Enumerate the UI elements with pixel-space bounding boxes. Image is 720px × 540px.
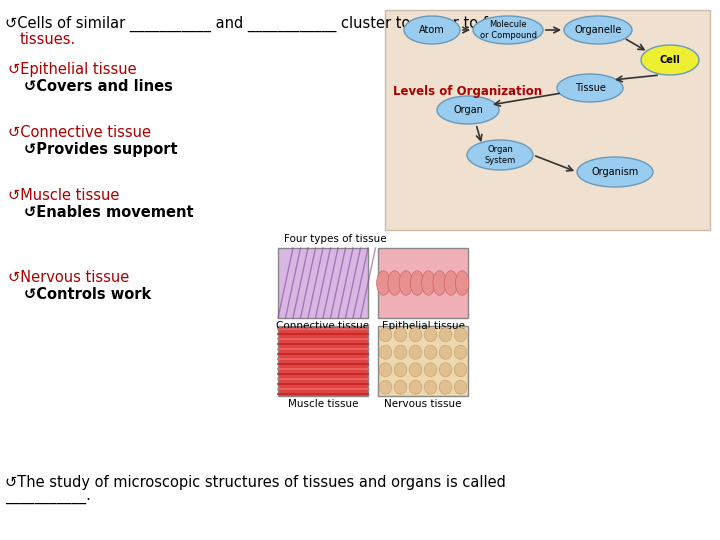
Text: ↺Provides support: ↺Provides support: [24, 142, 178, 157]
Ellipse shape: [557, 74, 623, 102]
Ellipse shape: [410, 271, 424, 295]
Ellipse shape: [433, 271, 446, 295]
Text: ↺The study of microscopic structures of tissues and organs is called: ↺The study of microscopic structures of …: [5, 475, 506, 490]
Ellipse shape: [439, 380, 452, 394]
Ellipse shape: [641, 45, 699, 75]
Text: Nervous tissue: Nervous tissue: [384, 399, 462, 409]
Text: ↺Cells of similar ___________ and ____________ cluster together to form: ↺Cells of similar ___________ and ______…: [5, 16, 517, 32]
Ellipse shape: [454, 328, 467, 342]
FancyBboxPatch shape: [278, 326, 368, 396]
Text: Organ: Organ: [453, 105, 483, 115]
Text: Tissue: Tissue: [575, 83, 606, 93]
Text: Epithelial tissue: Epithelial tissue: [382, 321, 464, 331]
Text: ↺Covers and lines: ↺Covers and lines: [24, 79, 173, 94]
Ellipse shape: [409, 345, 422, 359]
Text: ___________.: ___________.: [5, 490, 91, 505]
Ellipse shape: [439, 328, 452, 342]
Text: ↺Enables movement: ↺Enables movement: [24, 205, 194, 220]
FancyBboxPatch shape: [378, 326, 468, 396]
Ellipse shape: [395, 345, 407, 359]
FancyBboxPatch shape: [378, 248, 468, 318]
Ellipse shape: [424, 328, 437, 342]
Ellipse shape: [467, 140, 533, 170]
Ellipse shape: [379, 363, 392, 377]
Ellipse shape: [424, 345, 437, 359]
Text: Molecule
or Compound: Molecule or Compound: [480, 21, 536, 40]
Ellipse shape: [454, 363, 467, 377]
Ellipse shape: [455, 271, 469, 295]
Text: Organism: Organism: [591, 167, 639, 177]
Ellipse shape: [395, 380, 407, 394]
Ellipse shape: [564, 16, 632, 44]
Text: tissues.: tissues.: [20, 32, 76, 47]
Ellipse shape: [439, 345, 452, 359]
Text: Organ
System: Organ System: [485, 145, 516, 165]
Ellipse shape: [388, 271, 402, 295]
Ellipse shape: [399, 271, 413, 295]
Ellipse shape: [409, 363, 422, 377]
Text: Muscle tissue: Muscle tissue: [288, 399, 359, 409]
Ellipse shape: [377, 271, 390, 295]
Text: Atom: Atom: [419, 25, 445, 35]
Text: Levels of Organization: Levels of Organization: [393, 85, 542, 98]
Ellipse shape: [439, 363, 452, 377]
Text: Four types of tissue: Four types of tissue: [284, 234, 387, 244]
Ellipse shape: [395, 328, 407, 342]
Ellipse shape: [379, 328, 392, 342]
Ellipse shape: [424, 363, 437, 377]
Text: ↺Nervous tissue: ↺Nervous tissue: [8, 270, 130, 285]
Ellipse shape: [437, 96, 499, 124]
Ellipse shape: [454, 345, 467, 359]
Text: ↺Epithelial tissue: ↺Epithelial tissue: [8, 62, 137, 77]
Ellipse shape: [473, 16, 543, 44]
FancyBboxPatch shape: [385, 10, 710, 230]
Ellipse shape: [409, 328, 422, 342]
Ellipse shape: [395, 363, 407, 377]
Text: ↺Muscle tissue: ↺Muscle tissue: [8, 188, 120, 203]
Ellipse shape: [444, 271, 458, 295]
Text: ↺Connective tissue: ↺Connective tissue: [8, 125, 151, 140]
Ellipse shape: [577, 157, 653, 187]
Text: Organelle: Organelle: [575, 25, 621, 35]
Ellipse shape: [422, 271, 435, 295]
Text: ↺Controls work: ↺Controls work: [24, 287, 151, 302]
Text: Cell: Cell: [660, 55, 680, 65]
Ellipse shape: [379, 345, 392, 359]
Ellipse shape: [404, 16, 460, 44]
Text: Connective tissue: Connective tissue: [276, 321, 369, 331]
Ellipse shape: [379, 380, 392, 394]
Ellipse shape: [454, 380, 467, 394]
Ellipse shape: [409, 380, 422, 394]
Ellipse shape: [424, 380, 437, 394]
FancyBboxPatch shape: [278, 248, 368, 318]
